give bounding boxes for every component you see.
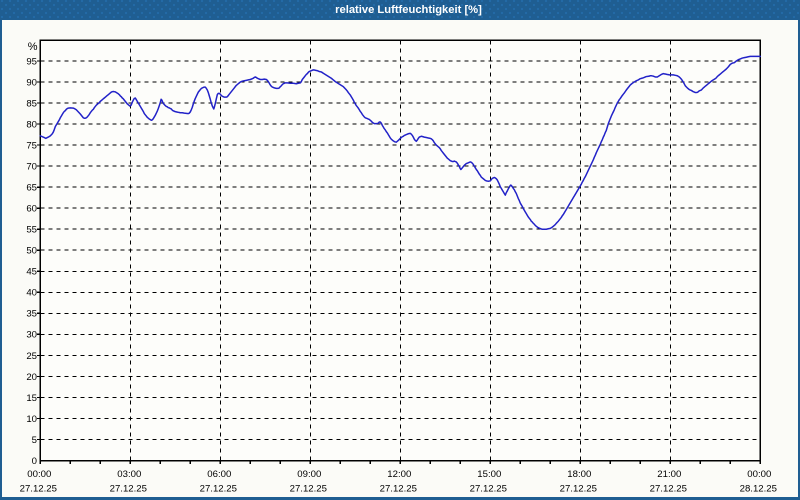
svg-text:27.12.25: 27.12.25 (650, 484, 687, 495)
svg-text:%: % (28, 41, 38, 53)
svg-text:65: 65 (26, 183, 37, 194)
svg-text:80: 80 (26, 119, 37, 130)
svg-text:03:00: 03:00 (117, 469, 141, 480)
svg-text:90: 90 (26, 77, 37, 88)
svg-text:09:00: 09:00 (297, 469, 321, 480)
svg-text:27.12.25: 27.12.25 (380, 484, 417, 495)
svg-text:27.12.25: 27.12.25 (290, 484, 327, 495)
svg-text:40: 40 (26, 288, 37, 299)
svg-text:25: 25 (26, 351, 37, 362)
svg-text:5: 5 (32, 435, 37, 446)
svg-text:45: 45 (26, 267, 37, 278)
svg-text:55: 55 (26, 225, 37, 236)
svg-text:85: 85 (26, 98, 37, 109)
svg-text:70: 70 (26, 162, 37, 173)
svg-text:15:00: 15:00 (477, 469, 501, 480)
svg-text:28.12.25: 28.12.25 (740, 484, 777, 495)
svg-text:21:00: 21:00 (657, 469, 681, 480)
svg-text:10: 10 (26, 414, 37, 425)
svg-text:00:00: 00:00 (27, 469, 51, 480)
svg-text:20: 20 (26, 372, 37, 383)
svg-text:12:00: 12:00 (387, 469, 411, 480)
svg-text:35: 35 (26, 309, 37, 320)
svg-text:27.12.25: 27.12.25 (20, 484, 57, 495)
svg-text:00:00: 00:00 (747, 469, 771, 480)
svg-text:75: 75 (26, 141, 37, 152)
svg-text:30: 30 (26, 330, 37, 341)
svg-text:27.12.25: 27.12.25 (200, 484, 237, 495)
svg-text:0: 0 (32, 456, 37, 467)
svg-text:60: 60 (26, 204, 37, 215)
svg-text:06:00: 06:00 (207, 469, 231, 480)
svg-text:50: 50 (26, 246, 37, 257)
svg-text:27.12.25: 27.12.25 (560, 484, 597, 495)
svg-text:15: 15 (26, 393, 37, 404)
svg-text:18:00: 18:00 (567, 469, 591, 480)
svg-text:95: 95 (26, 56, 37, 67)
svg-text:27.12.25: 27.12.25 (470, 484, 507, 495)
svg-text:27.12.25: 27.12.25 (110, 484, 147, 495)
